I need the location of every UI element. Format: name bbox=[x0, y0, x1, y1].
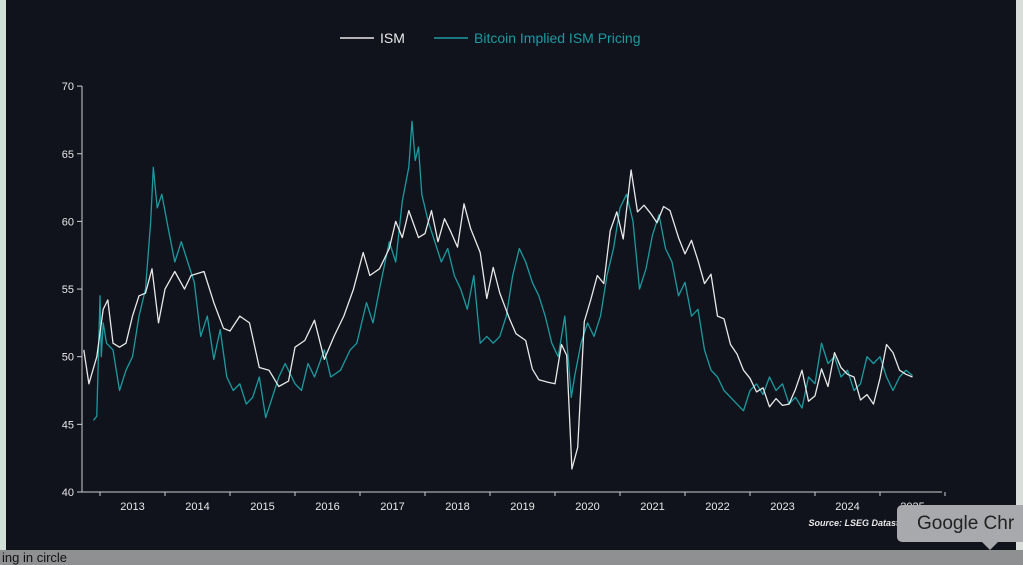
y-tick-label: 65 bbox=[62, 149, 74, 161]
legend: ISM Bitcoin Implied ISM Pricing bbox=[340, 30, 641, 46]
series-group bbox=[83, 120, 913, 470]
series-line-ism bbox=[83, 169, 913, 470]
legend-label-bitcoin: Bitcoin Implied ISM Pricing bbox=[474, 30, 641, 46]
y-tick-label: 70 bbox=[62, 81, 74, 93]
x-tick-label: 2018 bbox=[445, 501, 469, 513]
x-tick-label: 2014 bbox=[185, 501, 209, 513]
x-tick-label: 2017 bbox=[380, 501, 404, 513]
x-tick-label: 2016 bbox=[315, 501, 339, 513]
chart-panel bbox=[6, 0, 1016, 550]
y-tick-label: 55 bbox=[62, 284, 74, 296]
source-note: Source: LSEG Datastream - Re bbox=[808, 518, 940, 528]
x-tick-label: 2021 bbox=[640, 501, 664, 513]
taskbar-text: ing in circle bbox=[2, 550, 68, 565]
taskbar: ing in circle bbox=[0, 550, 1023, 565]
tooltip-tail bbox=[982, 542, 998, 550]
x-tick-label: 2015 bbox=[250, 501, 274, 513]
y-tick-label: 60 bbox=[62, 216, 74, 228]
y-tick-label: 45 bbox=[62, 419, 74, 431]
x-tick-label: 2022 bbox=[705, 501, 729, 513]
axes: 40 45 50 55 60 65 70 2013 2014 2015 2016 2017 2018 20… bbox=[62, 81, 946, 513]
series-line-bitcoin-implied-ism bbox=[92, 120, 913, 421]
window-left-edge bbox=[0, 0, 6, 550]
legend-label-ism: ISM bbox=[380, 30, 405, 46]
tooltip: Google Chr bbox=[897, 505, 1023, 542]
x-tick-label: 2024 bbox=[835, 501, 859, 513]
x-tick-label: 2019 bbox=[510, 501, 534, 513]
x-tick-label: 2013 bbox=[120, 501, 144, 513]
x-tick-label: 2023 bbox=[770, 501, 794, 513]
y-tick-label: 40 bbox=[62, 487, 74, 499]
x-tick-label: 2020 bbox=[575, 501, 599, 513]
y-tick-label: 50 bbox=[62, 352, 74, 364]
